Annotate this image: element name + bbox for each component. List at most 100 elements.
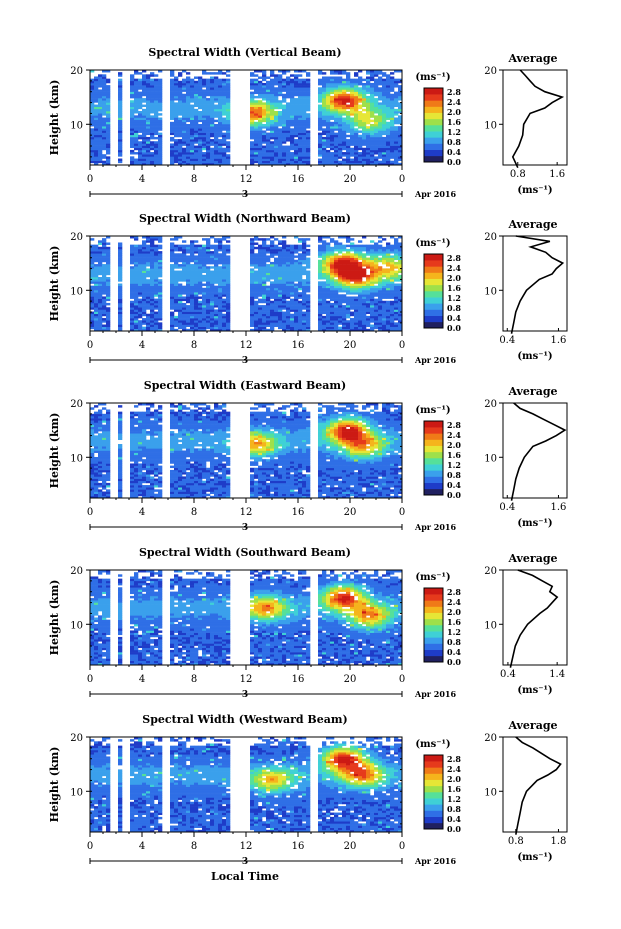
heatmap-cell	[266, 89, 271, 92]
heatmap-cell	[106, 117, 111, 120]
heatmap-cell	[374, 162, 379, 166]
heatmap-cell	[194, 307, 199, 310]
heatmap-cell	[214, 130, 219, 133]
heatmap-cell	[258, 111, 263, 114]
heatmap-cell	[134, 272, 139, 276]
heatmap-cell	[374, 320, 379, 323]
heatmap-cell	[374, 130, 379, 133]
heatmap-cell	[322, 305, 327, 308]
heatmap-cell	[358, 98, 363, 101]
heatmap-cell	[106, 89, 111, 92]
heatmap-cell	[366, 320, 371, 323]
heatmap-cell	[398, 106, 403, 110]
heatmap-cell	[290, 119, 295, 123]
heatmap-cell	[198, 106, 203, 110]
heatmap-cell	[362, 326, 367, 330]
heatmap-cell	[342, 98, 347, 101]
heatmap-cell	[206, 87, 211, 90]
heatmap-cell	[158, 266, 163, 269]
heatmap-cell	[138, 104, 143, 108]
heatmap-cell	[358, 126, 363, 129]
heatmap-cell	[386, 78, 391, 82]
heatmap-cell	[210, 91, 215, 95]
heatmap-cell	[266, 255, 271, 258]
heatmap-cell	[154, 236, 159, 239]
heatmap-cell	[98, 128, 103, 131]
heatmap-cell	[274, 274, 279, 278]
heatmap-cell	[198, 279, 203, 282]
heatmap-cell	[290, 132, 295, 136]
heatmap-cell	[362, 95, 367, 99]
heatmap-cell	[250, 294, 255, 297]
heatmap-cell	[342, 277, 347, 280]
heatmap-cell	[154, 279, 159, 282]
heatmap-cell	[90, 106, 95, 110]
heatmap-cell	[362, 87, 367, 90]
heatmap-cell	[370, 82, 375, 86]
heatmap-cell	[178, 296, 183, 299]
heatmap-cell	[370, 106, 375, 110]
heatmap-cell	[326, 259, 331, 263]
heatmap-cell	[254, 270, 259, 274]
heatmap-cell	[270, 296, 275, 299]
heatmap-cell	[266, 136, 271, 140]
heatmap-cell	[338, 143, 343, 146]
heatmap-cell	[258, 259, 263, 263]
heatmap-cell	[334, 117, 339, 120]
heatmap-cell	[182, 119, 187, 123]
heatmap-cell	[222, 289, 227, 293]
heatmap-cell	[398, 115, 403, 118]
heatmap-cell	[226, 93, 231, 97]
heatmap-cell	[318, 147, 323, 151]
heatmap-cell	[146, 315, 151, 319]
heatmap-cell	[150, 156, 155, 159]
heatmap-cell	[102, 270, 107, 274]
heatmap-cell	[138, 300, 143, 304]
heatmap-cell	[350, 82, 355, 86]
heatmap-cell	[326, 160, 331, 164]
heatmap-cell	[250, 156, 255, 159]
heatmap-cell	[362, 287, 367, 291]
heatmap-cell	[374, 136, 379, 140]
heatmap-cell	[346, 248, 351, 252]
heatmap-cell	[366, 244, 371, 248]
heatmap-cell	[226, 106, 231, 110]
heatmap-cell	[182, 152, 187, 155]
heatmap-cell	[154, 98, 159, 101]
heatmap-cell	[354, 292, 359, 295]
heatmap-cell	[134, 145, 139, 149]
heatmap-cell	[354, 132, 359, 136]
heatmap-cell	[266, 117, 271, 120]
heatmap-cell	[150, 117, 155, 120]
heatmap-cell	[390, 113, 395, 116]
heatmap-cell	[258, 281, 263, 284]
heatmap-cell	[322, 326, 327, 330]
heatmap-cell	[186, 152, 191, 155]
heatmap-cell	[254, 160, 259, 164]
heatmap-cell	[342, 117, 347, 120]
heatmap-cell	[326, 93, 331, 97]
heatmap-cell	[254, 113, 259, 116]
heatmap-cell	[98, 277, 103, 280]
heatmap-cell	[138, 126, 143, 129]
heatmap-cell	[330, 82, 335, 86]
heatmap-cell	[150, 296, 155, 299]
heatmap-cell	[150, 300, 155, 304]
heatmap-cell	[322, 78, 327, 82]
heatmap-cell	[214, 98, 219, 101]
heatmap-cell	[158, 261, 163, 265]
heatmap-cell	[366, 70, 371, 73]
heatmap-cell	[94, 145, 99, 149]
heatmap-cell	[298, 272, 303, 276]
heatmap-cell	[270, 132, 275, 136]
heatmap-cell	[330, 328, 335, 332]
heatmap-cell	[270, 141, 275, 144]
heatmap-cell	[362, 108, 367, 112]
heatmap-cell	[146, 100, 151, 103]
heatmap-cell	[262, 147, 267, 151]
heatmap-cell	[118, 126, 123, 129]
heatmap-cell	[302, 143, 307, 146]
heatmap-cell	[370, 158, 375, 161]
heatmap-cell	[102, 113, 107, 116]
heatmap-cell	[326, 296, 331, 299]
